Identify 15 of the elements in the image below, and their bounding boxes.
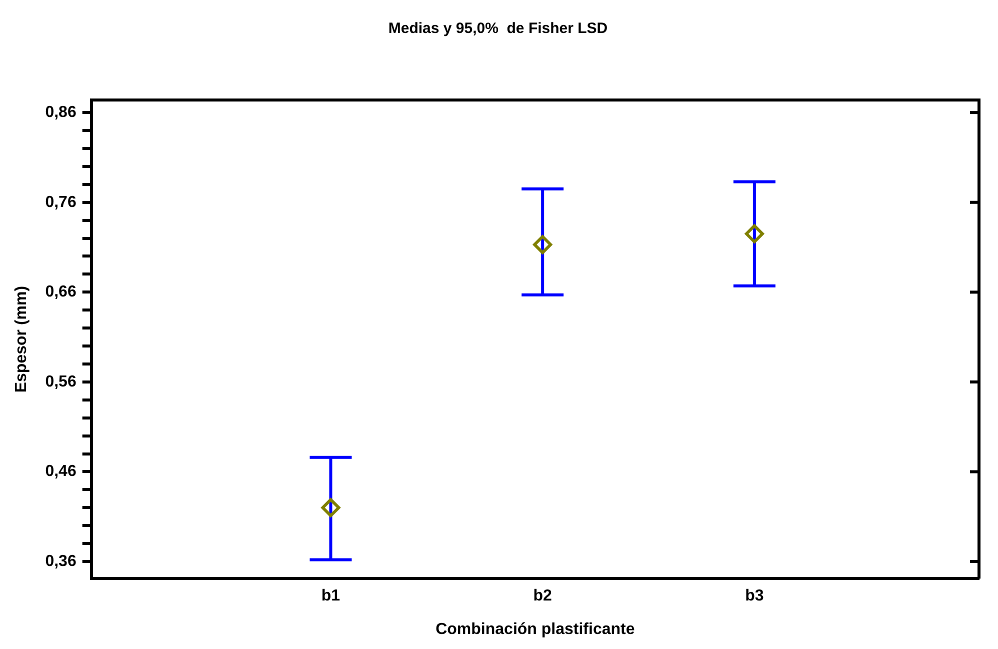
y-tick-label: 0,66 [45,284,76,301]
point [744,224,764,244]
y-tick-label: 0,36 [45,552,76,570]
y-tick-label: 0,76 [45,194,76,211]
chart-title: Medias y 95,0% de Fisher LSD [388,20,608,38]
point [533,235,552,254]
x-tick-label: b1 [321,588,340,605]
x-tick-label: b3 [745,588,764,605]
point [321,498,340,518]
y-tick-label: 0,56 [45,373,76,390]
y-tick-label: 0,86 [45,104,76,121]
y-axis-title: Espesor (mm) [13,286,30,393]
x-tick-label: b2 [533,588,552,605]
x-axis-title: Combinación plastificante [436,620,635,638]
y-tick-label: 0,46 [45,463,76,480]
